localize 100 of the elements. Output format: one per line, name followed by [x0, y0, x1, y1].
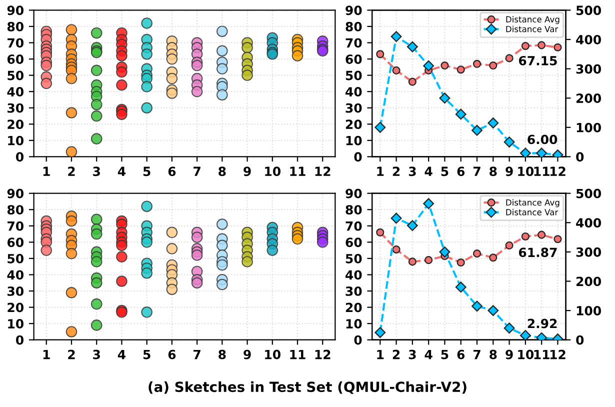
y-tick-label: 90: [346, 6, 362, 16]
x-tick-label: 5: [143, 166, 150, 176]
y-tick-label: 80: [7, 205, 24, 215]
x-tick-label: 11: [534, 166, 550, 176]
y-tick-label: 50: [8, 254, 24, 264]
y-tick-label: 40: [7, 270, 24, 280]
y2-tick-label: 100: [576, 306, 602, 316]
x-tick-label: 1: [43, 350, 50, 360]
y-tick-label: 20: [8, 302, 24, 312]
y-tick-label: 50: [8, 70, 24, 80]
data-label: 67.15: [518, 56, 557, 66]
x-tick-label: 10: [265, 350, 280, 360]
y-tick-label: 30: [346, 103, 362, 113]
y-tick-label: 70: [346, 38, 362, 48]
y-tick-label: 40: [7, 87, 24, 96]
y-tick-label: 80: [346, 22, 362, 32]
x-tick-label: 2: [68, 350, 75, 360]
x-tick-label: 7: [194, 350, 200, 360]
x-tick-label: 4: [118, 350, 126, 360]
y-tick-label: 70: [346, 221, 362, 231]
legend-label: Distance Var: [506, 26, 558, 32]
y-tick-label: 30: [8, 103, 24, 113]
x-tick-label: 11: [290, 350, 306, 360]
y-tick-label: 60: [7, 54, 24, 64]
y-tick-label: 20: [346, 120, 362, 130]
y-tick-label: 60: [346, 54, 362, 64]
y-tick-label: 20: [346, 302, 362, 312]
y-tick-label: 30: [8, 286, 24, 296]
y-tick-label: 60: [346, 238, 362, 248]
y-tick-label: 50: [346, 254, 362, 264]
x-tick-label: 2: [392, 350, 400, 360]
x-tick-label: 6: [457, 350, 465, 360]
x-tick-label: 8: [490, 350, 497, 360]
legend-label: Distance Avg: [506, 199, 560, 208]
y-tick-label: 70: [8, 38, 24, 48]
y-tick-label: 90: [7, 6, 24, 16]
x-tick-label: 6: [168, 166, 176, 176]
y-tick-label: 10: [8, 136, 24, 146]
x-tick-label: 2: [392, 166, 400, 176]
x-tick-label: 3: [408, 166, 416, 176]
x-tick-label: 11: [534, 350, 550, 360]
x-tick-label: 12: [550, 350, 566, 360]
y-tick-label: 30: [346, 286, 362, 296]
x-tick-label: 3: [93, 166, 100, 176]
x-tick-label: 12: [550, 166, 566, 176]
x-tick-label: 7: [473, 166, 480, 176]
y-tick-label: 90: [7, 188, 24, 198]
x-tick-label: 12: [315, 166, 330, 176]
x-tick-label: 3: [93, 350, 100, 360]
y2-tick-label: 500: [576, 188, 602, 198]
y-tick-label: 50: [346, 70, 362, 80]
legend-label: Distance Var: [506, 208, 558, 216]
y-tick-label: 20: [8, 120, 24, 130]
x-tick-label: 6: [457, 166, 465, 176]
x-tick-label: 10: [518, 166, 534, 176]
y-tick-label: 10: [346, 136, 362, 146]
y2-tick-label: 100: [576, 122, 602, 132]
y-tick-label: 0: [16, 335, 24, 345]
y-tick-label: 40: [346, 270, 362, 280]
x-tick-label: 8: [218, 166, 226, 176]
x-tick-label: 8: [218, 350, 226, 360]
x-tick-label: 4: [424, 350, 432, 360]
x-tick-label: 7: [473, 350, 480, 360]
data-label: 2.92: [528, 318, 557, 328]
x-tick-label: 2: [68, 166, 75, 176]
data-label: 6.00: [528, 134, 558, 144]
y-tick-label: 10: [8, 319, 24, 328]
y-tick-label: 10: [346, 319, 362, 328]
x-tick-label: 10: [518, 350, 534, 360]
x-tick-label: 6: [168, 350, 176, 360]
x-tick-label: 4: [118, 166, 126, 176]
x-tick-label: 9: [244, 166, 251, 176]
x-tick-label: 1: [43, 166, 50, 176]
x-tick-label: 1: [377, 350, 384, 360]
y-tick-label: 80: [346, 205, 362, 215]
x-tick-label: 9: [244, 350, 251, 360]
x-tick-label: 8: [490, 166, 497, 176]
y2-tick-label: 400: [576, 34, 602, 44]
data-label: 61.87: [518, 248, 557, 258]
y2-tick-label: 0: [576, 152, 584, 162]
y2-tick-label: 300: [576, 64, 602, 74]
y2-tick-label: 400: [576, 218, 602, 228]
y2-tick-label: 200: [576, 94, 602, 104]
y-tick-label: 0: [354, 152, 362, 162]
text: (a) Sketches in Test Set (QMUL-Chair-V2): [148, 381, 466, 394]
x-tick-label: 5: [143, 350, 150, 360]
y-tick-label: 0: [354, 335, 362, 345]
y-tick-label: 90: [346, 188, 362, 198]
x-tick-label: 9: [506, 166, 513, 176]
y2-tick-label: 0: [576, 335, 584, 345]
y-tick-label: 60: [7, 238, 24, 248]
x-tick-label: 12: [315, 350, 330, 360]
x-tick-label: 7: [194, 166, 200, 176]
y-tick-label: 40: [346, 87, 362, 96]
y2-tick-label: 200: [576, 276, 602, 286]
y2-tick-label: 300: [576, 247, 602, 257]
x-tick-label: 1: [377, 166, 384, 176]
x-tick-label: 5: [441, 350, 448, 360]
x-tick-label: 10: [265, 166, 280, 176]
x-tick-label: 5: [441, 166, 448, 176]
